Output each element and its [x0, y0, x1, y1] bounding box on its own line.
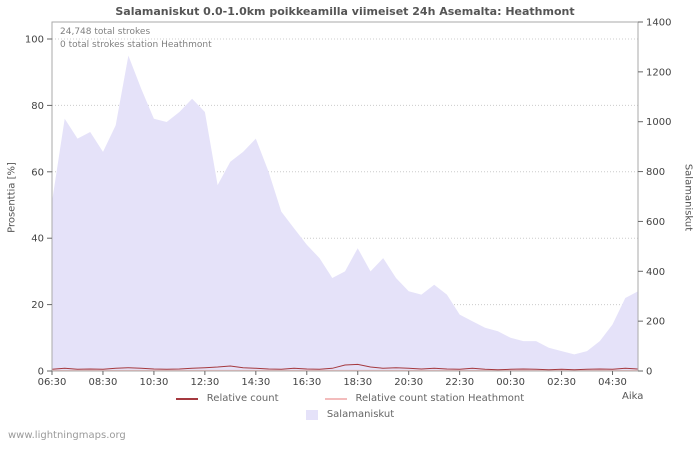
right-tick-label: 400: [646, 267, 665, 278]
right-axis-label: Salamaniskut: [682, 163, 694, 232]
right-tick-label: 800: [646, 167, 665, 178]
left-tick-label: 0: [38, 367, 44, 378]
right-tick-label: 1400: [646, 18, 671, 29]
station-relative-count-swatch: [324, 397, 347, 400]
relative-count-line: [51, 363, 639, 371]
legend-label-salamaniskut: Salamaniskut: [326, 409, 395, 420]
right-tick-label: 200: [646, 317, 665, 328]
left-tick-label: 20: [31, 300, 44, 311]
right-tick-label: 1200: [646, 67, 671, 78]
salamaniskut-area: [52, 55, 638, 371]
left-tick-label: 40: [31, 234, 44, 245]
legend-label-station-relative-count: Relative count station Heathmont: [355, 393, 525, 404]
station-strokes-annotation: 0 total strokes station Heathmont: [60, 40, 212, 50]
right-tick-label: 1000: [646, 117, 671, 128]
left-tick-label: 80: [31, 101, 44, 112]
x-tick-label: 04:30: [598, 377, 627, 388]
right-tick-label: 600: [646, 217, 665, 228]
chart-title: Salamaniskut 0.0-1.0km poikkeamilla viim…: [115, 5, 575, 18]
legend-row-lines: Relative count Relative count station He…: [0, 393, 700, 404]
watermark: www.lightningmaps.org: [8, 430, 126, 441]
x-tick-label: 12:30: [190, 377, 219, 388]
legend-row-area: Salamaniskut: [0, 409, 700, 420]
left-tick-label: 60: [31, 167, 44, 178]
x-tick-label: 16:30: [292, 377, 321, 388]
legend-item-salamaniskut: Salamaniskut: [305, 409, 395, 420]
legend-label-relative-count: Relative count: [206, 393, 279, 404]
x-tick-label: 18:30: [343, 377, 372, 388]
x-tick-label: 00:30: [496, 377, 525, 388]
relative-count-swatch: [175, 397, 198, 400]
left-axis-label: Prosenttia [%]: [6, 162, 18, 233]
legend-item-station-relative-count: Relative count station Heathmont: [324, 393, 525, 404]
x-tick-label: 08:30: [89, 377, 118, 388]
right-tick-label: 0: [646, 367, 652, 378]
total-strokes-annotation: 24,748 total strokes: [60, 27, 151, 37]
plot-border: [51, 21, 639, 372]
x-tick-label: 22:30: [445, 377, 474, 388]
x-axis-label: Aika: [622, 391, 644, 402]
x-tick-label: 20:30: [394, 377, 423, 388]
x-tick-label: 14:30: [241, 377, 270, 388]
legend-item-relative-count: Relative count: [175, 393, 279, 404]
x-tick-label: 10:30: [139, 377, 168, 388]
x-tick-label: 06:30: [38, 377, 67, 388]
left-tick-label: 100: [25, 35, 44, 46]
x-tick-label: 02:30: [547, 377, 576, 388]
salamaniskut-area-swatch: [305, 409, 318, 420]
